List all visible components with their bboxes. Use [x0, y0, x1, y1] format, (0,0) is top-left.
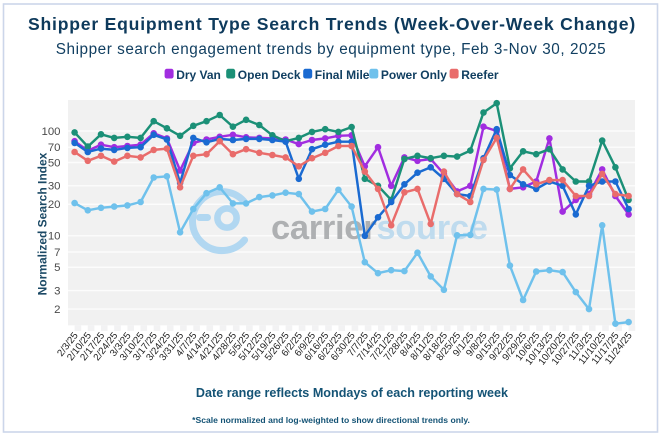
- svg-text:Normalized Search Index: Normalized Search Index: [36, 152, 50, 295]
- svg-text:3: 3: [54, 285, 60, 297]
- svg-text:Power Only: Power Only: [381, 68, 447, 82]
- svg-text:10: 10: [48, 231, 61, 243]
- svg-text:Shipper Equipment Type Search: Shipper Equipment Type Search Trends (We…: [28, 14, 636, 34]
- svg-text:5: 5: [54, 262, 60, 274]
- svg-text:7: 7: [54, 247, 60, 259]
- svg-text:70: 70: [48, 142, 61, 154]
- svg-text:Date range reflects Mondays of: Date range reflects Mondays of each repo…: [196, 386, 509, 400]
- svg-text:Open Deck: Open Deck: [238, 68, 301, 82]
- svg-text:20: 20: [48, 199, 61, 211]
- svg-text:100: 100: [41, 126, 60, 138]
- svg-text:Dry Van: Dry Van: [176, 68, 221, 82]
- svg-text:Reefer: Reefer: [461, 68, 499, 82]
- svg-text:50: 50: [48, 157, 61, 169]
- svg-text:2: 2: [54, 304, 60, 316]
- svg-text:*Scale normalized and log-weig: *Scale normalized and log-weighted to sh…: [192, 415, 470, 425]
- svg-text:Final Mile: Final Mile: [315, 68, 370, 82]
- svg-text:30: 30: [48, 181, 61, 193]
- svg-text:Shipper search engagement tren: Shipper search engagement trends by equi…: [56, 41, 606, 58]
